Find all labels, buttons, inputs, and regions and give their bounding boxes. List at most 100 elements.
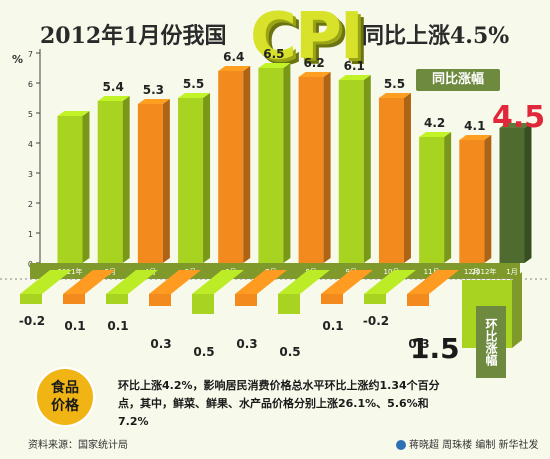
yoy-bar-top [419, 132, 452, 137]
mom-jan-slab-side [512, 272, 522, 348]
month-label: 1月 [506, 268, 517, 276]
yoy-value-label: 6.2 [303, 56, 324, 70]
jan-2012-mom-value: 1.5 [410, 332, 460, 365]
yoy-value-label: 6.1 [344, 59, 365, 73]
yoy-bar-top [97, 96, 130, 101]
y-tick-label: 4 [28, 140, 33, 149]
mom-slab-top [278, 270, 330, 294]
mom-value-label: 0.5 [193, 345, 214, 359]
yoy-value-label: 5.5 [183, 77, 204, 91]
yoy-bar [137, 104, 163, 263]
yoy-value-label: 6.4 [223, 50, 244, 64]
mom-slab [321, 294, 343, 304]
title-left: 2012年1月份我国 [40, 23, 227, 49]
y-tick-label: 6 [28, 80, 33, 89]
y-unit-label: % [12, 53, 23, 66]
mom-value-label: 0.3 [150, 337, 171, 351]
legend-yoy: 同比涨幅 [416, 69, 500, 91]
yoy-bar-side [162, 99, 170, 263]
legend-mom: 环比涨幅 [476, 306, 506, 378]
yoy-value-label: 4.2 [424, 116, 445, 130]
yoy-bar-side [203, 93, 211, 263]
mom-slab-top [149, 270, 201, 294]
yoy-bar [258, 68, 284, 263]
yoy-bar-side [283, 63, 291, 263]
yoy-bar [419, 137, 445, 263]
mom-slab-top [192, 270, 244, 294]
yoy-value-label: 5.3 [143, 83, 164, 97]
mom-value-label: 0.5 [279, 345, 300, 359]
yoy-bar [57, 116, 83, 263]
yoy-value-label: 5.5 [384, 77, 405, 91]
yoy-bar-side [524, 123, 532, 263]
yoy-bar-top [378, 93, 411, 98]
yoy-bar-side [122, 96, 130, 263]
mom-slab-top [321, 270, 373, 294]
mom-value-label: 0.1 [107, 319, 128, 333]
food-badge-line1: 食品 [51, 380, 79, 396]
yoy-bar [178, 98, 204, 263]
mom-value-label: 0.3 [236, 337, 257, 351]
food-price-note: 环比上涨4.2%，影响居民消费价格总水平环比上涨约1.34个百分点，其中，鲜菜、… [118, 379, 440, 428]
yoy-bar-top [57, 111, 90, 116]
mom-slab-top [106, 270, 158, 294]
yoy-bar-side [82, 111, 90, 263]
month-label: 11月 [424, 268, 440, 276]
xinhua-globe-icon [396, 440, 406, 450]
yoy-bar [378, 98, 404, 263]
y-tick-label: 1 [28, 230, 33, 239]
mom-slab-top [63, 270, 115, 294]
yoy-bar-top [178, 93, 211, 98]
yoy-bar [499, 128, 525, 263]
yoy-bar-side [323, 72, 331, 263]
yoy-bar-top [499, 123, 532, 128]
title-cpi: CPI [250, 0, 364, 74]
mom-slab [364, 294, 386, 304]
yoy-bar-top [338, 75, 371, 80]
month-label: 12月 [464, 268, 480, 276]
mom-value-label: -0.2 [19, 314, 45, 328]
mom-value-label: 0.1 [322, 319, 343, 333]
yoy-bar-side [363, 75, 371, 263]
yoy-bar-top [137, 99, 170, 104]
yoy-bar-top [258, 63, 291, 68]
yoy-bar-top [459, 135, 492, 140]
yoy-bar-side [243, 66, 251, 263]
yoy-bar [338, 80, 364, 263]
yoy-bar [97, 101, 123, 263]
year-2012-label: 2012年 [472, 267, 497, 276]
yoy-bar-top [218, 66, 251, 71]
y-tick-label: 5 [28, 110, 33, 119]
mom-slab-top [407, 270, 459, 294]
mom-slab [407, 294, 429, 306]
mom-value-label: 0.3 [408, 337, 429, 351]
yoy-value-label: 4.1 [464, 119, 485, 133]
mom-slab [235, 294, 257, 306]
mom-value-label: -0.2 [363, 314, 389, 328]
y-tick-label: 3 [28, 170, 33, 179]
month-label: 10月 [383, 268, 399, 276]
jan-2012-yoy-value: 4.5 [492, 100, 546, 135]
yoy-bar-side [484, 135, 492, 263]
yoy-bar [459, 140, 485, 263]
yoy-bar [218, 71, 244, 263]
mom-slab-top [364, 270, 416, 294]
yoy-bar-side [444, 132, 452, 263]
yoy-bar-top [298, 72, 331, 77]
title-right: 同比上涨4.5% [362, 23, 510, 49]
mom-value-label: 0.1 [64, 319, 85, 333]
mom-slab [20, 294, 42, 304]
credit-note: 蒋晓超 周珠楼 编制 新华社发 [396, 436, 539, 451]
food-price-badge: 食品 价格 [34, 366, 96, 428]
y-tick-label: 2 [28, 200, 33, 209]
mom-slab [278, 294, 300, 314]
yoy-bar [298, 77, 324, 263]
source-note: 资料来源：国家统计局 [28, 440, 128, 451]
yoy-bar-side [403, 93, 411, 263]
food-badge-line2: 价格 [51, 398, 79, 414]
mom-slab [149, 294, 171, 306]
credit-text: 蒋晓超 周珠楼 编制 新华社发 [409, 440, 539, 451]
mom-slab [63, 294, 85, 304]
